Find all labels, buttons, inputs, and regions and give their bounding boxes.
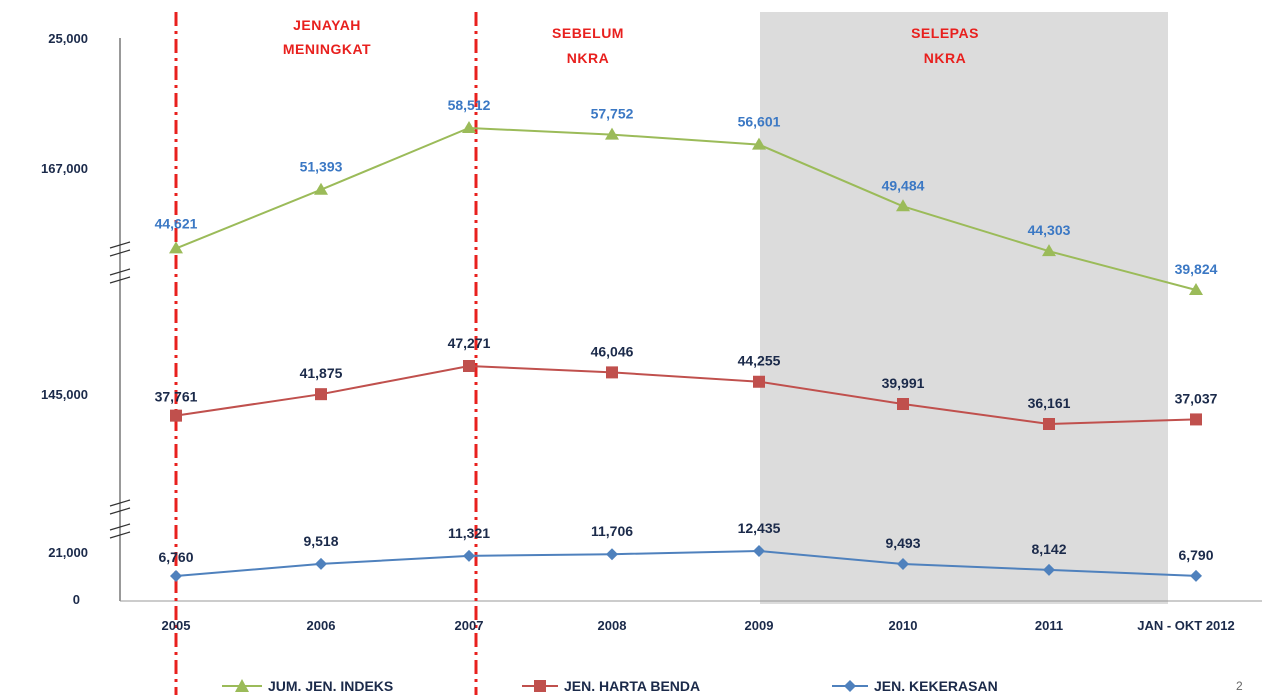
region-label-selepas: SELEPAS xyxy=(911,25,979,41)
data-point xyxy=(1190,413,1202,426)
x-tick-label: 2006 xyxy=(307,618,336,633)
data-point xyxy=(752,137,766,150)
data-label: 51,393 xyxy=(300,159,343,175)
data-point xyxy=(1042,244,1056,257)
data-point xyxy=(463,549,475,562)
y-tick-label: 25,000 xyxy=(48,31,88,46)
data-label: 58,512 xyxy=(448,97,491,113)
data-point xyxy=(606,366,618,379)
data-label: 8,142 xyxy=(1031,541,1066,557)
x-tick-label: 2005 xyxy=(162,618,191,633)
x-tick-label: 2011 xyxy=(1035,618,1063,633)
data-label: 12,435 xyxy=(738,520,781,536)
data-point xyxy=(1190,569,1202,582)
data-point xyxy=(314,182,328,195)
data-point xyxy=(753,545,765,557)
data-label: 56,601 xyxy=(738,114,781,130)
data-point xyxy=(1189,283,1203,295)
data-label: 37,761 xyxy=(155,389,198,405)
page-number: 2 xyxy=(1236,679,1243,693)
data-point xyxy=(897,398,909,411)
region-label-jenayah: JENAYAH xyxy=(293,17,361,33)
y-tick-label: 145,000 xyxy=(41,387,88,402)
series-line xyxy=(175,364,1197,426)
y-tick-label: 21,000 xyxy=(48,545,88,560)
legend-triangle-icon xyxy=(235,679,249,692)
data-label: 44,621 xyxy=(155,215,198,231)
data-label: 11,706 xyxy=(591,523,633,539)
data-label: 46,046 xyxy=(591,343,634,359)
data-label: 41,875 xyxy=(300,365,343,381)
shaded-region xyxy=(760,12,1168,604)
data-point xyxy=(1043,418,1055,430)
data-label: 39,991 xyxy=(882,375,925,391)
data-label: 6,760 xyxy=(158,549,193,565)
legend-label-harta: JEN. HARTA BENDA xyxy=(564,678,700,694)
data-point xyxy=(896,199,910,212)
axis-break-marks xyxy=(109,241,131,539)
x-tick-label: 2007 xyxy=(455,618,484,633)
data-point xyxy=(169,241,183,254)
legend-diamond-icon xyxy=(844,680,856,692)
region-label-sebelum: SEBELUM xyxy=(552,25,624,41)
data-label: 11,321 xyxy=(448,525,490,541)
data-point xyxy=(170,570,182,582)
data-label: 36,161 xyxy=(1028,395,1071,411)
legend-square-icon xyxy=(534,680,546,692)
data-label: 47,271 xyxy=(448,335,491,351)
x-tick-label: 2008 xyxy=(598,618,627,633)
y-tick-label: 167,000 xyxy=(41,161,88,176)
data-label: 37,037 xyxy=(1175,390,1218,406)
data-point xyxy=(315,388,327,401)
x-tick-label: 2010 xyxy=(889,618,918,633)
legend: JUM. JEN. INDEKS JEN. HARTA BENDA JEN. K… xyxy=(222,678,998,694)
data-label: 44,303 xyxy=(1028,222,1071,238)
data-point xyxy=(605,127,619,140)
data-label: 57,752 xyxy=(591,106,634,122)
legend-label-kekerasan: JEN. KEKERASAN xyxy=(874,678,998,694)
data-point xyxy=(463,360,475,372)
data-point xyxy=(606,548,618,561)
data-label: 9,518 xyxy=(303,533,338,549)
legend-label-indeks: JUM. JEN. INDEKS xyxy=(268,678,393,694)
data-label: 49,484 xyxy=(882,177,925,193)
series-line xyxy=(175,549,1197,577)
plot-area: 44,621 51,393 58,512 57,752 56,601 49,484 44,3… xyxy=(155,97,1235,633)
data-label: 39,824 xyxy=(1175,261,1218,277)
y-tick-label: 0 xyxy=(73,592,80,607)
x-tick-label: JAN - OKT 2012 xyxy=(1137,618,1235,633)
region-label-selepas: NKRA xyxy=(924,50,966,66)
series-line xyxy=(175,126,1197,291)
data-point xyxy=(753,375,765,388)
x-tick-label: 2009 xyxy=(745,618,774,633)
data-label: 9,493 xyxy=(885,535,920,551)
data-label: 6,790 xyxy=(1178,547,1213,563)
data-point xyxy=(897,557,909,570)
region-label-jenayah: MENINGKAT xyxy=(283,41,371,57)
data-point xyxy=(462,121,476,133)
data-point xyxy=(1043,563,1055,576)
data-label: 44,255 xyxy=(738,353,781,369)
data-point xyxy=(315,557,327,570)
data-point xyxy=(170,409,182,422)
region-label-sebelum: NKRA xyxy=(567,50,609,66)
